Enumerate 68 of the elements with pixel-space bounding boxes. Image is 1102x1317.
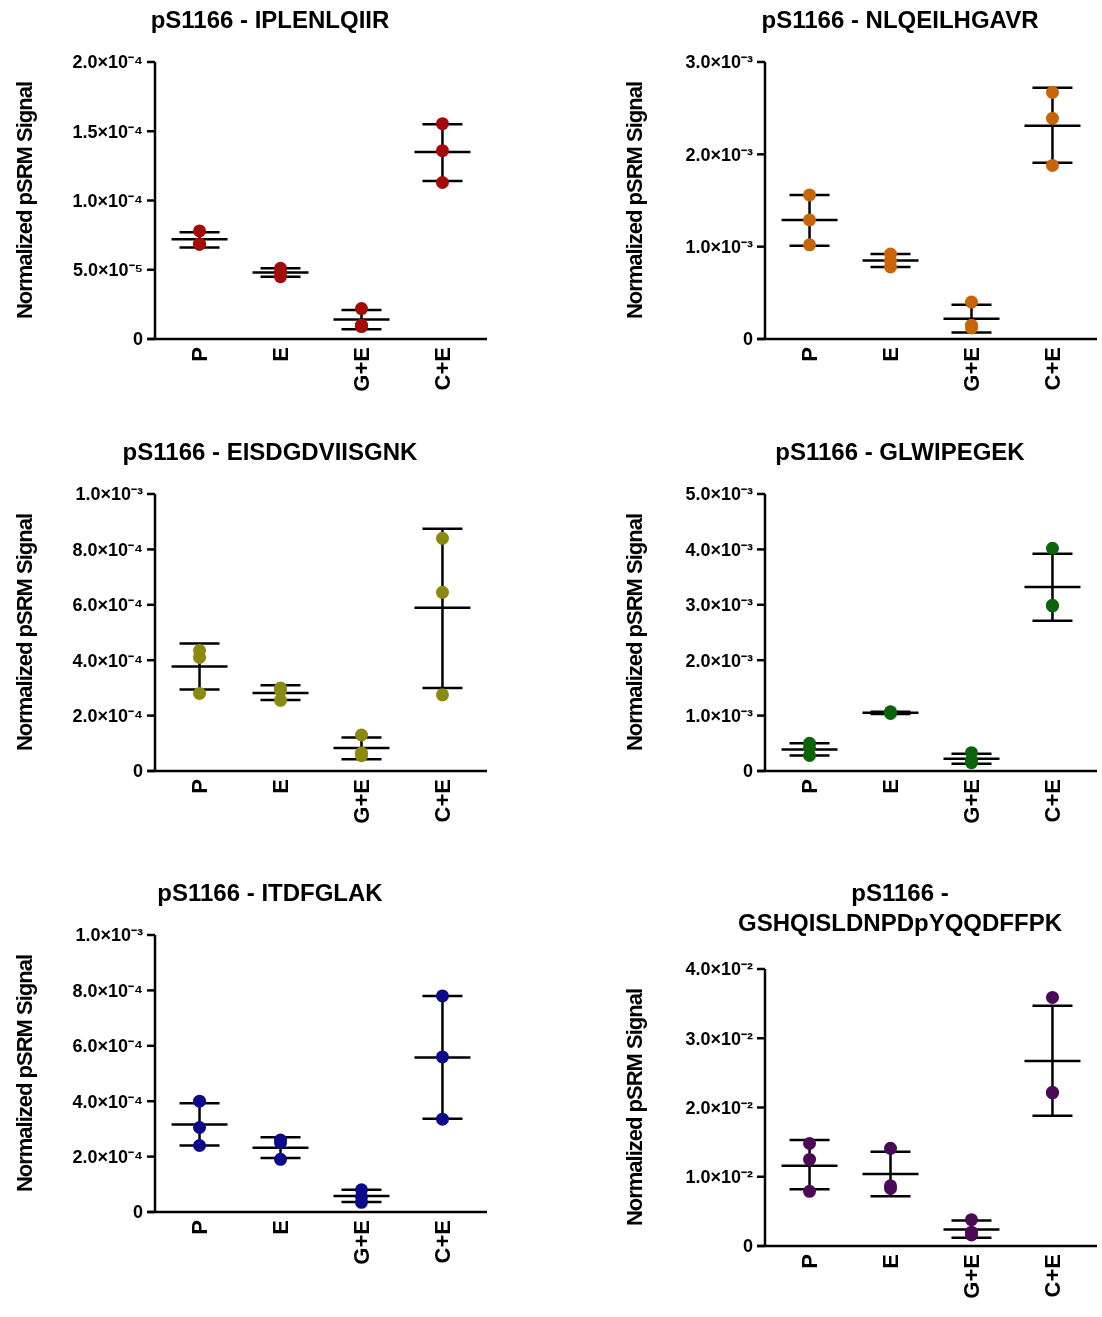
y-tick-label: 1.0×10⁻³ <box>685 705 753 726</box>
y-tick-label: 1.0×10⁻³ <box>75 484 143 505</box>
y-tick-label: 0 <box>742 329 753 350</box>
x-tick-label: G+E <box>959 1254 985 1299</box>
x-tick-label: C+E <box>1040 1254 1066 1298</box>
y-tick-label: 0 <box>742 1236 753 1257</box>
x-tick-label: C+E <box>1040 347 1066 391</box>
y-tick-label: 1.0×10⁻³ <box>685 236 753 257</box>
x-tick-label: E <box>878 347 904 362</box>
x-tick-label: C+E <box>430 347 456 391</box>
y-axis-title: Normalized pSRM Signal <box>12 513 37 752</box>
y-tick-label: 4.0×10⁻² <box>685 959 753 980</box>
chart-title: pS1166 - EISDGDVIISGNK <box>122 438 419 465</box>
x-tick-label: G+E <box>349 347 375 392</box>
x-tick-label: P <box>187 1220 213 1235</box>
y-tick-label: 8.0×10⁻⁴ <box>72 980 143 1001</box>
y-tick-label: 0 <box>132 761 143 782</box>
y-tick-label: 2.0×10⁻⁴ <box>72 1146 143 1167</box>
x-tick-label: G+E <box>959 347 985 392</box>
y-axis-title: Normalized pSRM Signal <box>622 81 647 320</box>
y-tick-label: 6.0×10⁻⁴ <box>72 1036 143 1057</box>
x-tick-label: E <box>268 1220 294 1235</box>
y-tick-label: 2.0×10⁻⁴ <box>72 705 143 726</box>
y-tick-label: 1.0×10⁻⁴ <box>72 190 143 211</box>
y-tick-label: 1.5×10⁻⁴ <box>72 121 143 142</box>
y-axis-title: Normalized pSRM Signal <box>622 513 647 752</box>
x-tick-label: E <box>878 779 904 794</box>
y-axis-title: Normalized pSRM Signal <box>622 988 647 1227</box>
x-tick-label: P <box>187 347 213 362</box>
x-tick-label: C+E <box>1040 779 1066 823</box>
y-axis-title: Normalized pSRM Signal <box>12 954 37 1193</box>
x-tick-label: E <box>268 779 294 794</box>
y-tick-label: 3.0×10⁻³ <box>685 595 753 616</box>
y-tick-label: 5.0×10⁻³ <box>685 484 753 505</box>
y-tick-label: 2.0×10⁻² <box>685 1097 753 1118</box>
x-tick-label: P <box>797 347 823 362</box>
chart-title: pS1166 - GSHQISLDNPDpYQQDFFPK <box>737 879 1063 936</box>
y-tick-label: 0 <box>132 329 143 350</box>
y-tick-label: 4.0×10⁻⁴ <box>72 650 143 671</box>
chart-title: pS1166 - GLWIPEGEK <box>775 438 1026 465</box>
x-tick-label: C+E <box>430 779 456 823</box>
y-tick-label: 1.0×10⁻² <box>685 1167 753 1188</box>
y-tick-label: 2.0×10⁻³ <box>685 650 753 671</box>
x-tick-label: G+E <box>349 1220 375 1265</box>
y-tick-label: 1.0×10⁻³ <box>75 925 143 946</box>
y-tick-label: 4.0×10⁻³ <box>685 539 753 560</box>
y-tick-label: 2.0×10⁻³ <box>685 144 753 165</box>
x-tick-label: P <box>187 779 213 794</box>
y-tick-label: 0 <box>132 1202 143 1223</box>
x-tick-label: P <box>797 1254 823 1269</box>
y-tick-label: 3.0×10⁻² <box>685 1028 753 1049</box>
x-tick-label: P <box>797 779 823 794</box>
y-tick-label: 3.0×10⁻³ <box>685 52 753 73</box>
x-tick-label: G+E <box>959 779 985 824</box>
x-tick-label: C+E <box>430 1220 456 1264</box>
y-tick-label: 0 <box>742 761 753 782</box>
chart-title: pS1166 - NLQEILHGAVR <box>761 6 1039 33</box>
x-tick-label: G+E <box>349 779 375 824</box>
y-tick-label: 4.0×10⁻⁴ <box>72 1091 143 1112</box>
y-tick-label: 5.0×10⁻⁵ <box>72 260 143 281</box>
y-tick-label: 2.0×10⁻⁴ <box>72 52 143 73</box>
y-tick-label: 8.0×10⁻⁴ <box>72 539 143 560</box>
chart-title: pS1166 - ITDFGLAK <box>157 879 384 906</box>
x-tick-label: E <box>268 347 294 362</box>
chart-title: pS1166 - IPLENLQIIR <box>150 6 390 33</box>
x-tick-label: E <box>878 1254 904 1269</box>
y-tick-label: 6.0×10⁻⁴ <box>72 595 143 616</box>
y-axis-title: Normalized pSRM Signal <box>12 81 37 320</box>
